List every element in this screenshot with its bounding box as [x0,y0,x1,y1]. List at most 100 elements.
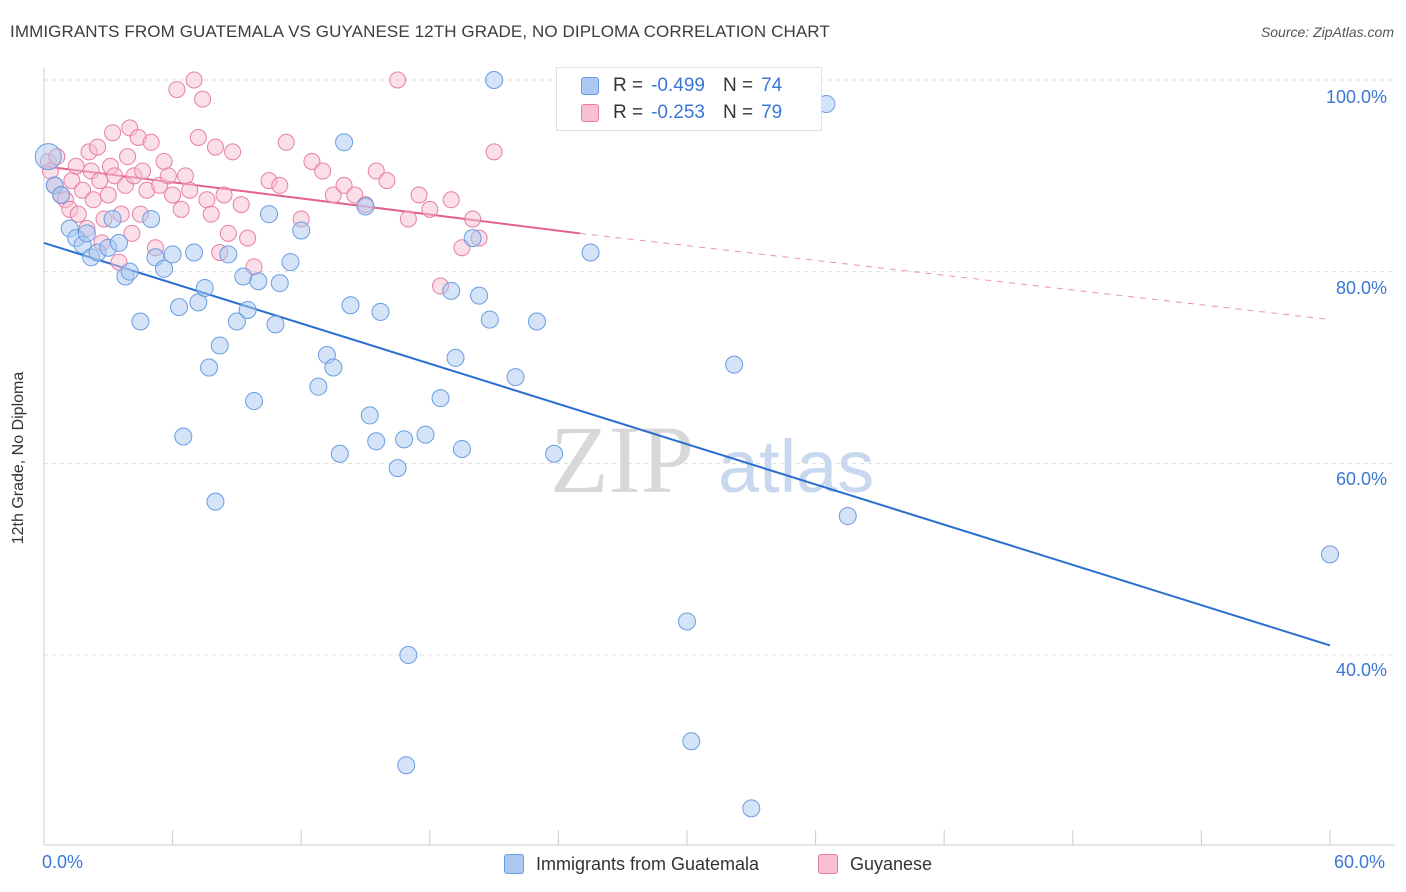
data-point-guatemala [206,492,225,511]
data-point-guatemala [260,205,279,224]
data-point-guyanese [67,157,85,175]
data-point-guatemala [266,315,285,334]
data-point-guyanese [134,162,152,180]
data-point-guatemala [371,302,390,321]
bottom-legend-label: Immigrants from Guatemala [536,853,760,874]
data-point-guyanese [314,162,332,180]
data-point-guyanese [142,133,160,151]
data-point-guatemala [682,732,701,751]
guyanese-points [39,71,503,295]
y-tick-60: 60.0% [1336,469,1388,489]
data-point-guyanese [232,196,250,214]
data-point-guatemala [431,389,450,408]
data-point-guatemala [341,296,360,315]
data-point-guatemala [452,439,471,458]
data-point-guyanese [123,224,141,242]
data-point-guyanese [89,138,107,156]
data-point-guyanese [189,129,207,146]
data-point-guyanese [303,152,321,170]
watermark-zip: ZIP [550,406,694,513]
data-point-guyanese [104,124,122,142]
data-point-guatemala [77,224,96,243]
data-point-guyanese [84,191,102,209]
data-point-guyanese [271,176,289,194]
data-point-guatemala [527,312,546,331]
legend-r-value: -0.253 [651,102,705,123]
data-point-guatemala [120,262,139,281]
data-point-guyanese [155,152,173,170]
bottom-legend-label: Guyanese [850,853,933,874]
data-point-guatemala [581,243,600,262]
data-point-guatemala [335,133,354,152]
data-point-guatemala [480,310,499,329]
data-point-guatemala [485,71,504,89]
source-credit[interactable]: Source: ZipAtlas.com [1260,24,1394,40]
data-point-guyanese [198,191,216,209]
data-point-guyanese [172,200,190,218]
data-point-guyanese [410,186,428,204]
data-point-guyanese [324,186,342,204]
data-point-guyanese [346,186,364,204]
data-point-guatemala [219,245,238,264]
data-point-guatemala [367,432,386,451]
data-point-guatemala [249,272,268,291]
legend-r-value: -0.499 [651,75,705,96]
data-point-guyanese [399,210,417,228]
data-point-guatemala [245,392,264,411]
legend-row-guatemala: R = -0.499 N = 74 [581,74,782,98]
data-point-guatemala [395,430,414,449]
data-point-guyanese [91,172,109,190]
legend-n-value: 74 [761,75,783,96]
y-tick-100: 100.0% [1326,87,1388,107]
data-point-guatemala [170,298,189,317]
data-point-guyanese [277,133,295,151]
data-point-guatemala [678,612,696,631]
data-point-guatemala [155,259,174,278]
legend-n-value: 79 [761,102,783,123]
legend-r-label: R = [613,102,644,123]
bottom-legend-guyanese[interactable]: Guyanese [818,852,932,876]
data-point-guatemala [238,301,257,319]
data-point-guatemala [399,646,418,664]
data-point-guatemala [163,245,182,264]
data-point-guatemala [545,444,564,463]
data-point-guyanese [219,224,237,242]
legend-swatch-blue [581,77,599,95]
data-point-guatemala [463,229,482,248]
legend-n-label: N = [722,75,754,96]
data-point-guatemala [1321,545,1339,564]
data-point-guyanese [378,172,396,190]
trend-line-guatemala [43,241,1331,647]
data-point-guyanese [206,138,224,156]
y-tick-40: 40.0% [1336,660,1388,680]
data-point-guatemala [360,406,379,425]
data-point-guyanese [119,148,137,166]
data-point-guyanese [181,181,199,199]
data-point-guyanese [367,162,385,180]
data-point-guatemala [330,444,349,463]
data-point-guyanese [224,143,242,161]
y-axis-label: 12th Grade, No Diploma [10,371,27,545]
trend-line-guyanese [43,165,580,235]
data-point-guatemala [742,799,761,818]
data-point-guyanese [442,191,460,209]
data-point-guatemala [506,368,525,387]
bottom-legend-guatemala[interactable]: Immigrants from Guatemala [504,852,759,876]
data-point-guatemala [838,507,857,526]
data-point-guatemala [442,281,461,300]
guatemala-points [34,71,1339,818]
data-point-guyanese [159,167,177,185]
data-point-guatemala [227,312,246,331]
data-point-guyanese [176,167,194,185]
chart-title: IMMIGRANTS FROM GUATEMALA VS GUYANESE 12… [10,22,830,41]
data-point-guyanese [106,167,124,185]
data-point-guyanese [164,186,182,204]
data-point-guyanese [194,90,212,108]
data-point-guyanese [464,210,482,228]
data-point-guatemala [324,358,343,377]
data-point-guyanese [215,186,233,204]
data-point-guatemala [195,278,214,297]
trend-line-guyanese-extension [579,232,1331,321]
y-tick-80: 80.0% [1336,278,1388,298]
